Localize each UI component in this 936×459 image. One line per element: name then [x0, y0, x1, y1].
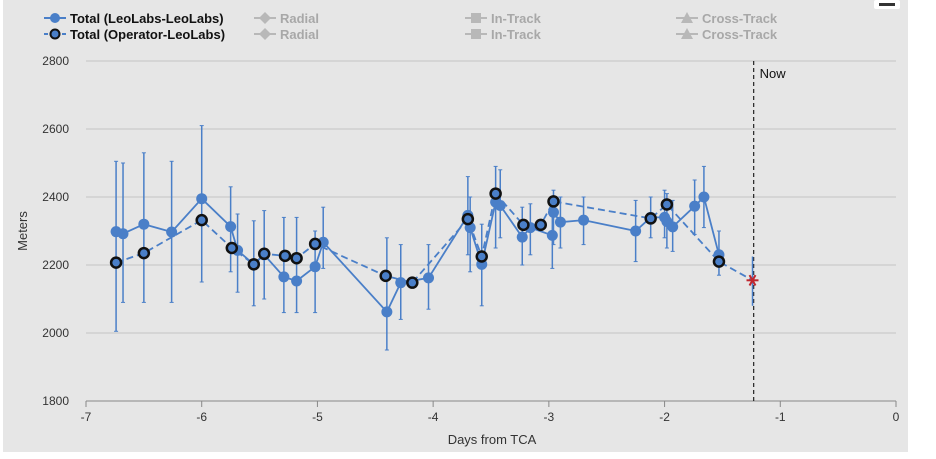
y-tick-label: 1800	[42, 394, 69, 408]
data-point-operator	[644, 212, 657, 225]
x-tick-label: -7	[81, 410, 92, 424]
data-point-leolabs	[309, 261, 321, 273]
legend-label: Radial	[280, 26, 320, 42]
data-point-operator	[195, 213, 208, 227]
data-point-leolabs	[381, 306, 393, 318]
legend-label: Total (Operator-LeoLabs)	[70, 26, 226, 42]
y-tick-label: 2600	[42, 122, 69, 136]
data-point-operator	[225, 241, 239, 255]
data-point-leolabs	[225, 221, 237, 233]
triangle-marker-icon	[676, 26, 698, 42]
menu-icon[interactable]	[874, 0, 900, 9]
data-point-operator	[247, 258, 261, 271]
legend-item-total-operator[interactable]: Total (Operator-LeoLabs)	[44, 26, 225, 42]
data-point-leolabs	[547, 206, 559, 218]
data-point-operator	[547, 195, 560, 208]
legend-item-radial-1[interactable]: Radial	[254, 10, 319, 26]
data-point-leolabs	[698, 191, 710, 203]
legend-item-crosstrack-2[interactable]: Cross-Track	[676, 26, 777, 42]
square-marker-icon	[465, 10, 487, 26]
x-tick-label: -5	[312, 410, 323, 424]
legend-label: Cross-Track	[702, 10, 778, 26]
data-point-operator	[534, 218, 548, 232]
data-point-operator	[308, 237, 322, 251]
data-point-operator	[379, 269, 392, 283]
legend-item-total-leolabs[interactable]: Total (LeoLabs-LeoLabs)	[44, 10, 224, 26]
data-point-leolabs	[546, 229, 558, 241]
x-tick-label: -2	[659, 410, 670, 424]
legend-label: In-Track	[491, 10, 541, 26]
axes: 1800 2000 2200 2400 2600 2800 -7 -6 -5 -4 -3 -2 -1 0	[42, 54, 899, 424]
data-point-leolabs	[395, 277, 407, 289]
x-tick-label: -6	[196, 410, 207, 424]
data-point-operator	[660, 198, 674, 211]
legend-item-radial-2[interactable]: Radial	[254, 26, 319, 42]
data-point-operator	[517, 218, 530, 232]
y-tick-label: 2800	[42, 54, 69, 68]
data-point-leolabs	[196, 193, 208, 205]
x-tick-label: -1	[775, 410, 786, 424]
data-point-operator	[278, 249, 292, 263]
x-tick-label: 0	[893, 410, 900, 424]
y-tick-label: 2400	[42, 190, 69, 204]
projected-point-asterisk	[746, 274, 759, 286]
data-point-leolabs	[630, 225, 642, 237]
data-point-operator	[475, 250, 488, 263]
data-point-leolabs	[117, 228, 129, 240]
chart-background	[3, 0, 908, 452]
legend-item-intrack-2[interactable]: In-Track	[465, 26, 541, 42]
legend-label: In-Track	[491, 26, 541, 42]
data-point-operator	[137, 246, 151, 260]
data-point-operator	[290, 251, 303, 265]
y-axis-label: Meters	[15, 211, 30, 251]
square-marker-icon	[465, 26, 487, 42]
x-axis-label: Days from TCA	[448, 432, 537, 447]
data-point-operator	[461, 212, 475, 226]
series-layer: Now	[109, 61, 787, 401]
legend-item-crosstrack-1[interactable]: Cross-Track	[676, 10, 777, 26]
diamond-marker-icon	[254, 26, 276, 42]
x-tick-label: -4	[428, 410, 439, 424]
data-point-leolabs	[138, 218, 150, 230]
x-tick-label: -3	[544, 410, 555, 424]
circle-marker-icon	[44, 10, 66, 26]
data-point-leolabs	[689, 200, 701, 212]
data-point-leolabs	[494, 200, 506, 211]
data-point-operator	[489, 187, 502, 200]
data-point-leolabs	[166, 226, 178, 238]
legend-item-intrack-1[interactable]: In-Track	[465, 10, 541, 26]
data-point-leolabs	[578, 214, 590, 226]
data-point-leolabs	[423, 272, 435, 284]
data-point-leolabs	[278, 271, 290, 283]
legend-label: Total (LeoLabs-LeoLabs)	[70, 10, 224, 26]
data-point-leolabs	[291, 275, 303, 287]
series-line-leolabs	[115, 195, 720, 314]
y-tick-label: 2000	[42, 326, 69, 340]
data-point-leolabs	[667, 221, 679, 233]
data-point-leolabs	[554, 216, 566, 228]
circle-outline-marker-icon	[44, 26, 66, 42]
triangle-marker-icon	[676, 10, 698, 26]
diamond-marker-icon	[254, 10, 276, 26]
legend-label: Cross-Track	[702, 26, 778, 42]
legend-label: Radial	[280, 10, 320, 26]
now-label: Now	[760, 66, 787, 81]
y-tick-label: 2200	[42, 258, 69, 272]
data-point-operator	[257, 247, 271, 261]
data-point-leolabs	[516, 231, 528, 243]
asterisk-stroke	[748, 274, 757, 286]
data-point-operator	[109, 256, 123, 269]
data-point-operator	[406, 276, 419, 289]
grid-lines	[86, 60, 896, 402]
data-point-operator	[712, 255, 726, 268]
